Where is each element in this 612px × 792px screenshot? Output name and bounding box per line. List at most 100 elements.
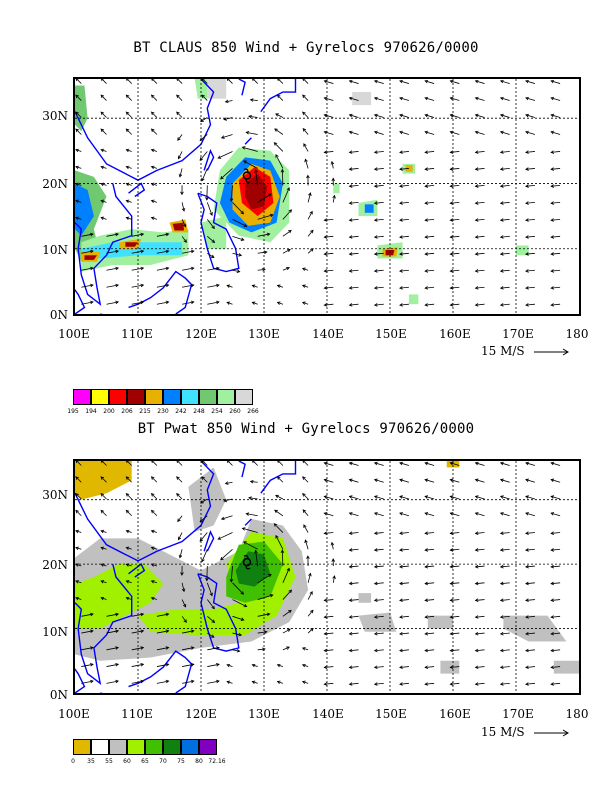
wind-vector bbox=[252, 302, 258, 305]
wind-vector bbox=[500, 565, 510, 568]
wind-vector-head bbox=[474, 130, 479, 135]
wind-vector bbox=[182, 267, 194, 271]
wind-vector-head bbox=[216, 300, 220, 305]
wind-vector bbox=[281, 550, 284, 567]
pwat-legend-swatch bbox=[73, 739, 91, 755]
wind-vector-head bbox=[199, 538, 204, 542]
wind-vector bbox=[374, 582, 384, 585]
wind-vector-head bbox=[100, 509, 105, 514]
lon-label-150e-bottom: 150E bbox=[375, 707, 407, 721]
wind-vector bbox=[551, 649, 561, 652]
wind-vector bbox=[207, 252, 215, 258]
wind-vector-head bbox=[310, 229, 314, 234]
wind-vector-head bbox=[399, 615, 403, 619]
shaded-region bbox=[503, 615, 567, 642]
wind-vector-head bbox=[399, 531, 403, 535]
wind-vector-head bbox=[75, 493, 79, 497]
wind-vector bbox=[100, 111, 107, 118]
wind-vector bbox=[151, 547, 158, 550]
wind-vector-head bbox=[550, 113, 555, 118]
wind-vector-head bbox=[150, 476, 155, 480]
wind-vector bbox=[349, 666, 359, 668]
wind-vector-head bbox=[90, 646, 94, 650]
wind-vector bbox=[374, 495, 384, 500]
wind-vector bbox=[551, 201, 561, 204]
wind-vector bbox=[450, 286, 460, 289]
shaded-region bbox=[75, 564, 164, 629]
wind-vector bbox=[475, 97, 485, 101]
wind-vector bbox=[302, 111, 309, 118]
wind-vector-head bbox=[140, 612, 145, 617]
wind-vector-head bbox=[125, 111, 130, 116]
wind-vector-head bbox=[399, 564, 403, 569]
wind-vector-head bbox=[268, 193, 272, 197]
wind-vector bbox=[307, 211, 313, 220]
wind-vector bbox=[500, 649, 510, 652]
wind-vector bbox=[425, 286, 435, 289]
wind-vector bbox=[500, 582, 510, 585]
wind-vector bbox=[324, 151, 334, 153]
wind-vector-head bbox=[499, 682, 504, 686]
wind-vector-head bbox=[177, 155, 182, 160]
wind-vector-head bbox=[399, 495, 403, 499]
wind-vector bbox=[332, 195, 335, 203]
wind-vector bbox=[475, 512, 485, 517]
wind-vector bbox=[81, 613, 94, 617]
wind-vector bbox=[399, 114, 410, 118]
wind-vector-head bbox=[100, 529, 105, 534]
wind-vector-head bbox=[301, 647, 306, 651]
wind-vector-head bbox=[75, 94, 79, 99]
wind-vector bbox=[324, 131, 334, 135]
wind-vector bbox=[525, 479, 536, 483]
wind-vector-head bbox=[424, 531, 429, 535]
wind-vector bbox=[525, 168, 535, 170]
wind-vector bbox=[450, 565, 460, 568]
wind-vector-head bbox=[449, 286, 454, 290]
wind-vector bbox=[75, 476, 82, 483]
wind-vector-head bbox=[150, 111, 155, 116]
wind-vector-head bbox=[424, 96, 429, 101]
wind-vector-head bbox=[373, 564, 378, 569]
wind-vector-head bbox=[205, 577, 209, 582]
wind-vector bbox=[126, 530, 132, 533]
wind-vector bbox=[374, 666, 384, 668]
wind-vector bbox=[302, 94, 309, 101]
wind-vector-head bbox=[399, 184, 403, 188]
wind-vector bbox=[475, 582, 485, 585]
wind-vector-head bbox=[474, 598, 479, 602]
wind-vector-head bbox=[125, 596, 130, 601]
wind-vector-head bbox=[424, 548, 429, 552]
wind-vector-head bbox=[550, 130, 555, 135]
wind-vector-head bbox=[276, 301, 281, 305]
wind-vector bbox=[126, 580, 132, 584]
wind-vector-head bbox=[399, 286, 403, 290]
wind-vector bbox=[243, 541, 258, 550]
wind-vector-head bbox=[449, 96, 454, 101]
wind-vector bbox=[75, 183, 82, 186]
wind-vector-head bbox=[150, 165, 155, 170]
wind-vector bbox=[156, 680, 169, 684]
wind-vector bbox=[151, 493, 158, 500]
wind-vector bbox=[475, 548, 485, 551]
wind-vector-head bbox=[100, 563, 105, 567]
wind-vector bbox=[81, 663, 94, 667]
wind-vector bbox=[500, 97, 510, 101]
wind-vector-head bbox=[287, 628, 291, 632]
wind-vector bbox=[131, 680, 144, 684]
wind-vector bbox=[126, 547, 132, 550]
wind-vector bbox=[551, 286, 561, 289]
wind-vector bbox=[399, 548, 409, 551]
wind-vector-head bbox=[323, 682, 328, 686]
wind-vector-head bbox=[550, 286, 555, 290]
wind-vector-head bbox=[310, 609, 314, 614]
wind-vector-head bbox=[100, 165, 105, 170]
wind-vector-head bbox=[216, 663, 220, 667]
wind-vector-head bbox=[525, 648, 529, 653]
wind-vector bbox=[232, 252, 242, 256]
shaded-region bbox=[75, 183, 94, 236]
wind-vector-head bbox=[323, 648, 328, 653]
wind-vector-head bbox=[323, 130, 328, 135]
wind-vector-head bbox=[499, 201, 504, 205]
wind-vector bbox=[131, 613, 144, 617]
wind-vector bbox=[151, 166, 158, 169]
